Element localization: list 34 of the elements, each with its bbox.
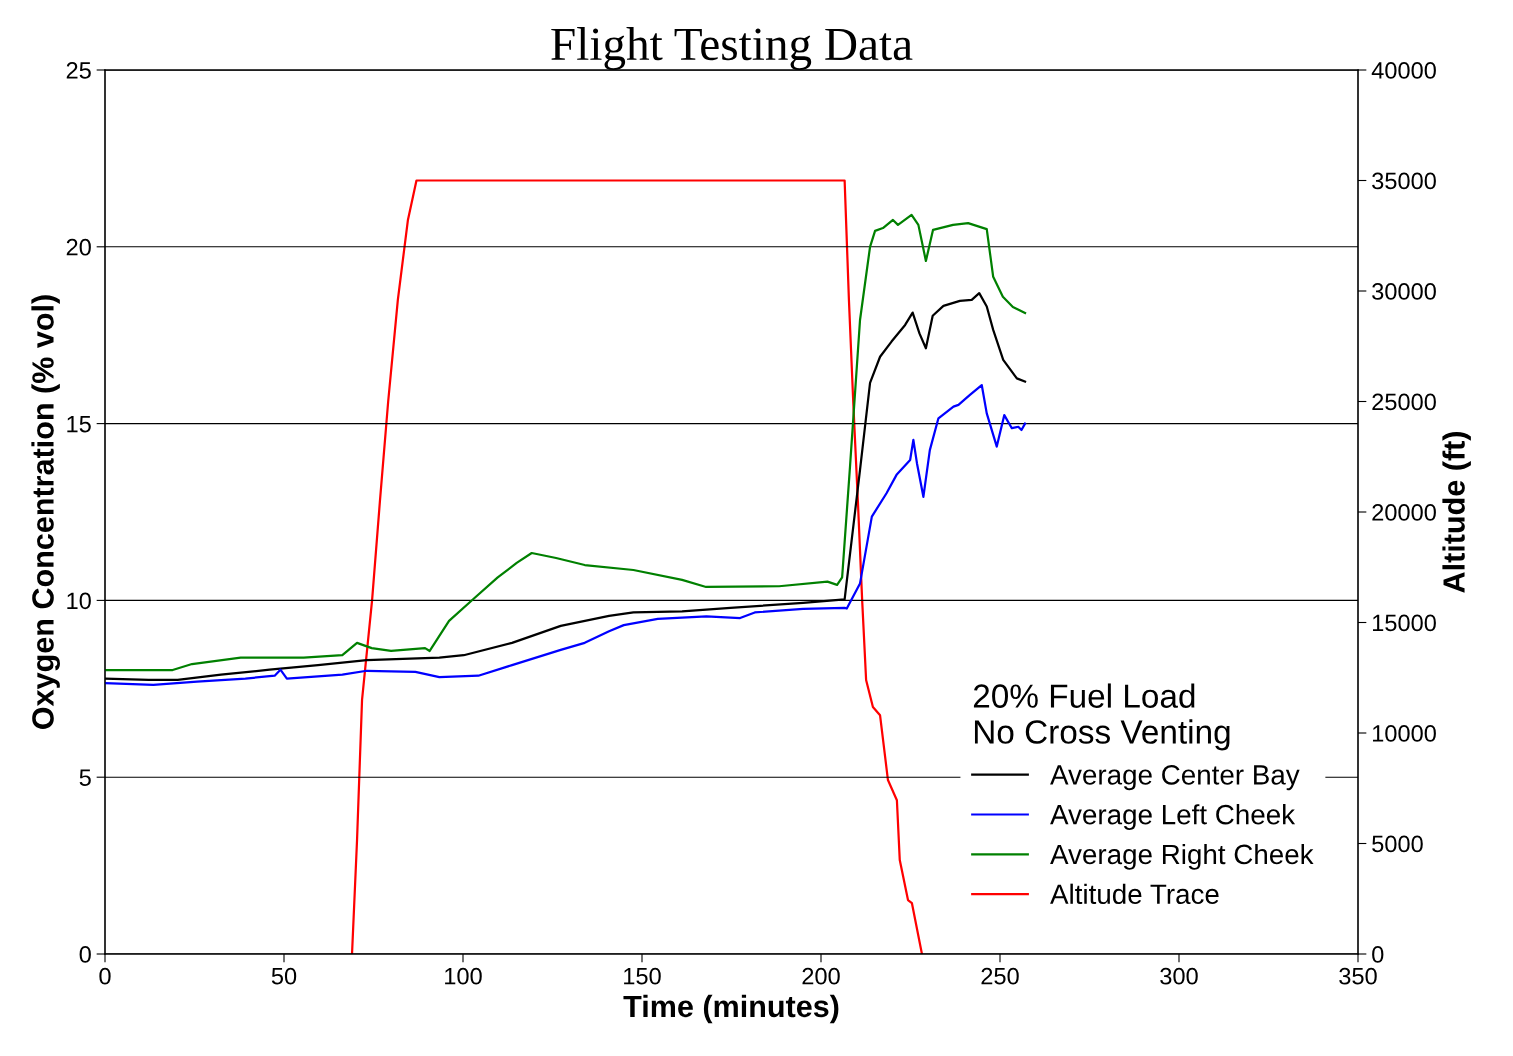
y2-tick-label: 20000: [1372, 504, 1436, 521]
y2-tick-label: 5000: [1372, 835, 1423, 853]
x-tick-label: 150: [624, 967, 661, 985]
y-tick-label: 15: [67, 415, 91, 433]
y2-tick-label: 40000: [1371, 62, 1436, 79]
line-series: [350, 179, 924, 954]
x-tick-label: 200: [802, 967, 840, 985]
y-axis-title: Oxygen Concentration (% vol): [31, 295, 60, 729]
y2-tick-label: 0: [1372, 946, 1384, 963]
y2-tick-label: 15000: [1372, 614, 1436, 632]
x-tick-label: 100: [445, 967, 482, 985]
y2-tick-label: 35000: [1372, 172, 1436, 190]
line-series: [105, 213, 1027, 672]
y-tick-label: 25: [66, 62, 91, 79]
y2-axis-title: Altitude (ft): [1442, 432, 1471, 593]
y2-tick-label: 30000: [1372, 283, 1436, 300]
legend-label: Altitude Trace: [1050, 883, 1219, 905]
y-tick-label: 5: [79, 769, 91, 786]
x-tick-label: 250: [981, 967, 1019, 985]
y-tick-label: 20: [66, 238, 91, 256]
chart-title: Flight Testing Data: [551, 27, 913, 70]
legend-label: Average Right Cheek: [1050, 843, 1314, 870]
x-tick-label: 0: [99, 967, 111, 985]
x-tick-label: 300: [1160, 967, 1198, 985]
legend-label: Average Left Cheek: [1050, 804, 1296, 830]
x-tick-label: 50: [271, 967, 297, 985]
y-tick-label: 0: [79, 946, 91, 963]
y2-tick-label: 10000: [1372, 725, 1436, 742]
y-tick-label: 10: [67, 592, 91, 610]
x-tick-label: 350: [1339, 967, 1377, 985]
y2-tick-label: 25000: [1372, 393, 1436, 411]
legend-title: 20% Fuel Load No Cross Venting: [973, 683, 1230, 751]
legend-label: Average Center Bay: [1050, 765, 1300, 791]
x-axis-title: Time (minutes): [623, 994, 839, 1024]
